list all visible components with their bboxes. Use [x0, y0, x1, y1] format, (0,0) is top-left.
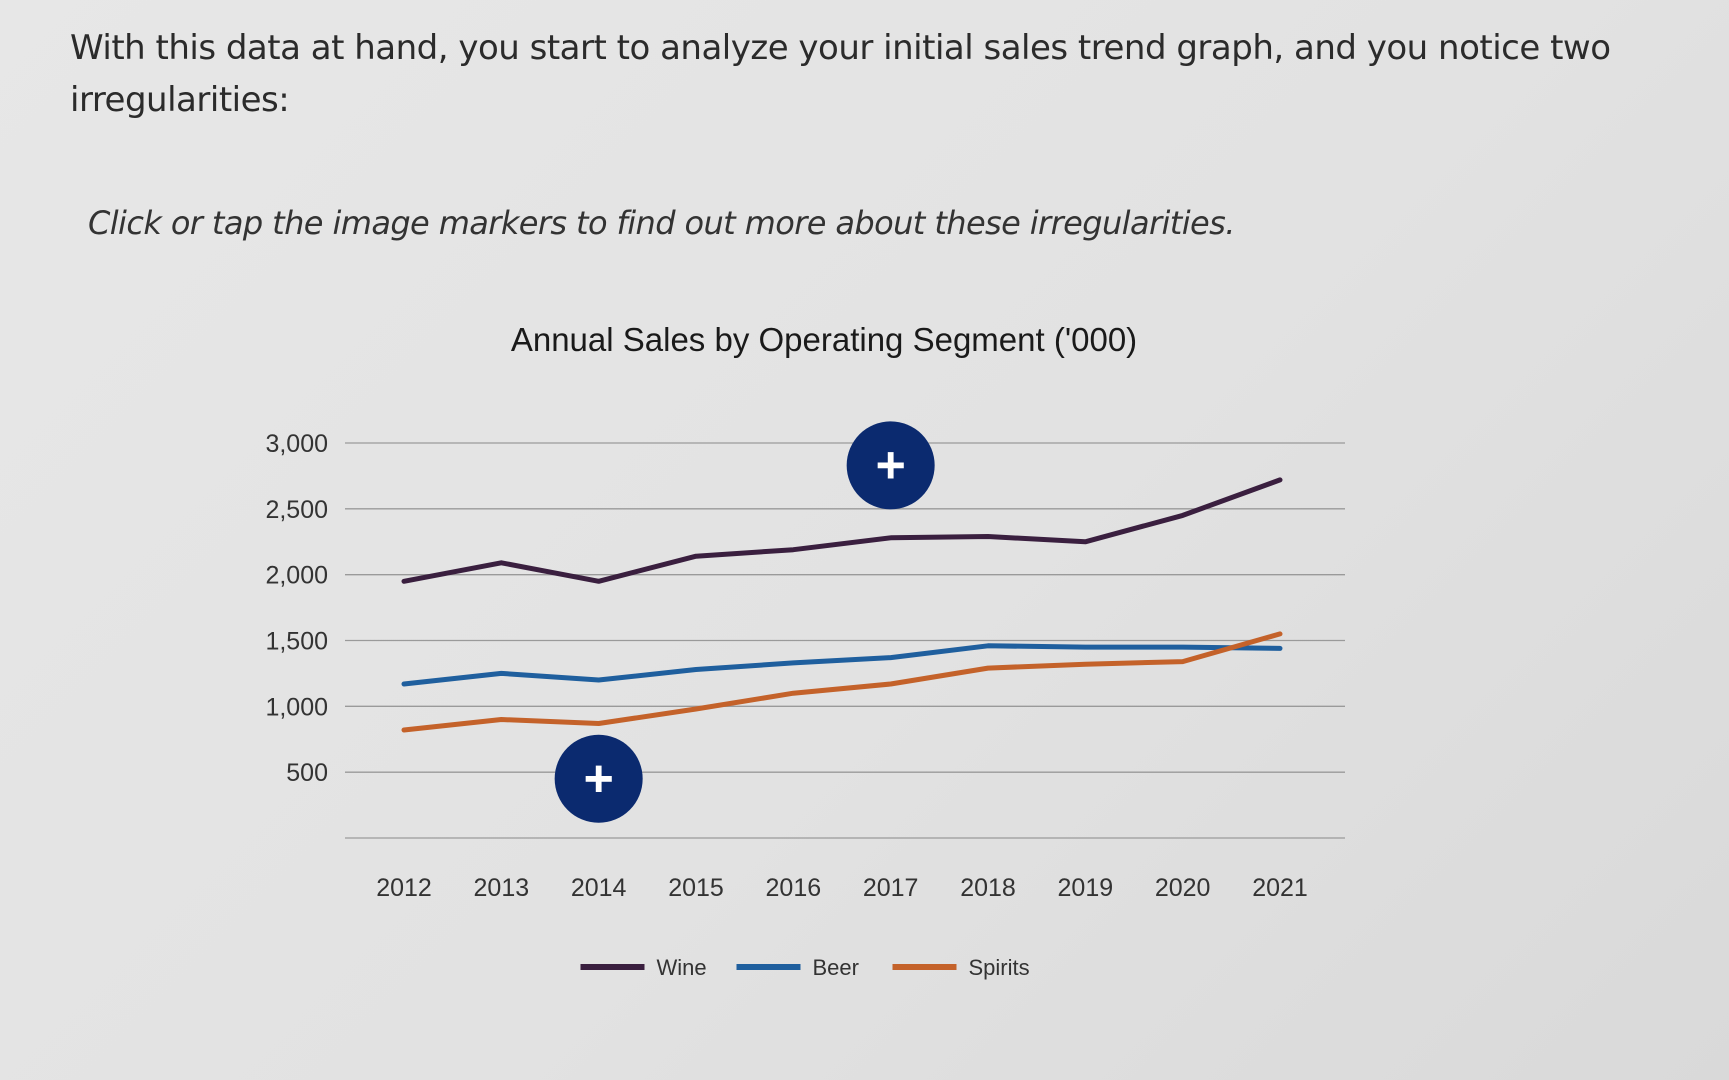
x-tick-label-2020: 2020: [1155, 874, 1211, 902]
y-tick-label-2500: 2,500: [265, 496, 328, 524]
x-tick-label-2015: 2015: [668, 874, 724, 902]
image-marker-1[interactable]: +: [846, 421, 935, 510]
legend-item-spirits: Spirits: [892, 955, 1030, 980]
image-markers[interactable]: ++: [554, 421, 935, 823]
x-tick-label-2016: 2016: [766, 874, 822, 902]
series-lines: [401, 477, 1283, 733]
x-tick-label-2017: 2017: [863, 874, 919, 902]
y-tick-label-1500: 1,500: [265, 628, 328, 656]
chart-grid: [345, 442, 1345, 839]
x-tick-label-2019: 2019: [1058, 874, 1114, 902]
marker-circle: [554, 734, 643, 823]
x-tick-label-2021: 2021: [1252, 874, 1308, 902]
series-line-wine: [401, 477, 1283, 584]
image-marker-2[interactable]: +: [554, 734, 643, 823]
x-tick-label-2014: 2014: [571, 874, 627, 902]
legend-item-beer: Beer: [736, 955, 859, 980]
intro-text: With this data at hand, you start to ana…: [70, 28, 1611, 120]
x-tick-label-2013: 2013: [474, 874, 530, 902]
series-line-beer: [401, 643, 1283, 687]
y-tick-label-2000: 2,000: [265, 562, 328, 590]
legend-label-beer: Beer: [813, 955, 859, 980]
chart-legend: Wine Beer Spirits: [580, 955, 1030, 980]
plus-icon: +: [583, 750, 613, 808]
y-tick-label-500: 500: [286, 759, 328, 787]
x-axis-tick-labels: 2012 2013 2014 2015 2016 2017 2018 2019 2020 2021: [376, 874, 1308, 902]
x-tick-label-2012: 2012: [376, 874, 432, 902]
legend-label-wine: Wine: [657, 955, 707, 980]
legend-label-spirits: Spirits: [969, 955, 1030, 980]
instruction-text: Click or tap the image markers to find o…: [88, 204, 1235, 242]
y-axis-tick-labels: 500 1,000 1,500 2,000 2,500 3,000: [265, 430, 328, 787]
marker-circle: [846, 421, 935, 510]
series-line-spirits: [401, 631, 1283, 733]
chart-title: Annual Sales by Operating Segment ('000): [511, 321, 1137, 358]
y-tick-label-3000: 3,000: [265, 430, 328, 458]
x-tick-label-2018: 2018: [960, 874, 1016, 902]
y-tick-label-1000: 1,000: [265, 693, 328, 721]
legend-item-wine: Wine: [580, 955, 707, 980]
plus-icon: +: [875, 436, 905, 494]
